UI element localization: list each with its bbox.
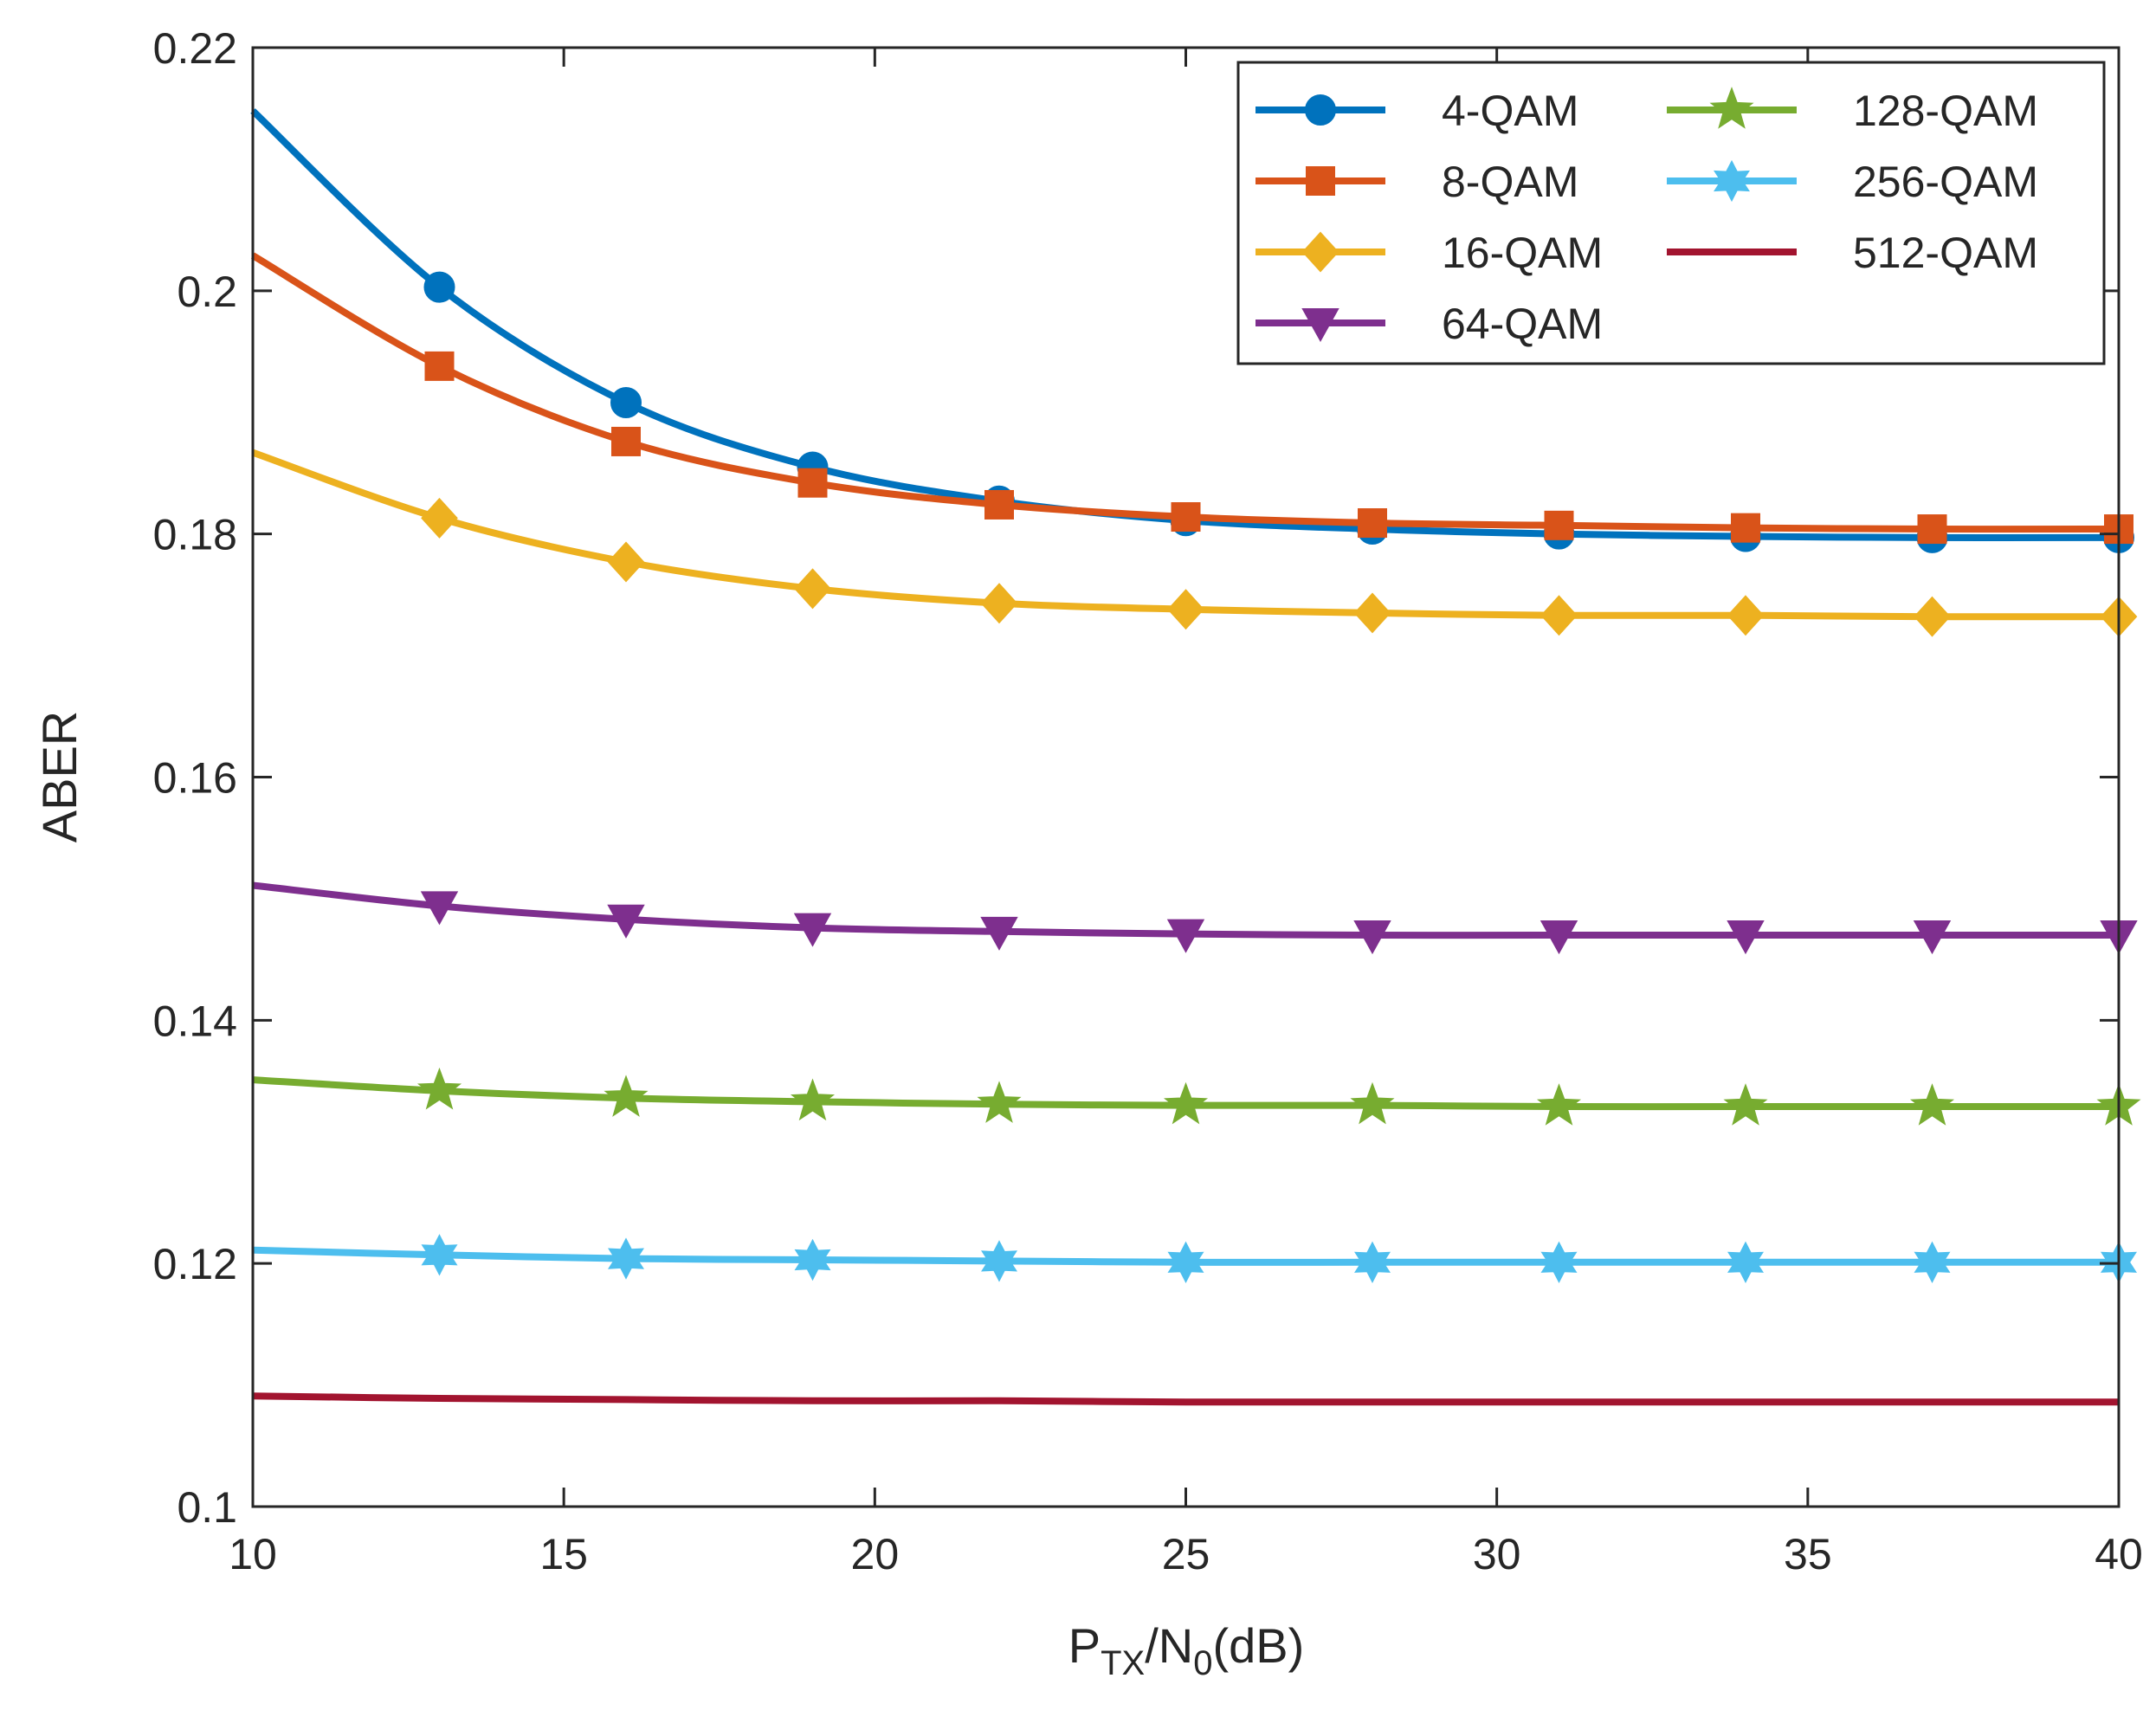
data-point-8-qam: [797, 468, 828, 498]
legend-entry-4-qam: 4-QAM: [1256, 87, 1578, 135]
data-point-128-qam: [1163, 1081, 1209, 1125]
y-tick-label: 0.14: [153, 997, 237, 1045]
x-label-p: P: [1068, 1618, 1101, 1673]
data-point-8-qam: [611, 426, 641, 456]
data-point-256-qam: [421, 1234, 458, 1276]
series-64-qam: [252, 881, 2138, 955]
y-tick-label: 0.2: [177, 268, 237, 316]
series-512-qam: [252, 1392, 2119, 1406]
data-point-64-qam: [1540, 920, 1578, 955]
legend-label-128-qam: 128-QAM: [1853, 87, 2038, 135]
y-axis-label: ABER: [32, 711, 87, 843]
data-point-8-qam: [1917, 514, 1947, 545]
y-tick-label: 0.1: [177, 1483, 237, 1532]
data-point-8-qam: [424, 351, 455, 381]
series-line-512-qam: [252, 1392, 2119, 1406]
legend-marker-64-qam: [1301, 308, 1339, 343]
data-point-256-qam: [981, 1240, 1017, 1282]
data-point-16-qam: [1914, 596, 1951, 637]
data-point-256-qam: [1540, 1241, 1578, 1283]
data-point-64-qam: [793, 913, 832, 947]
data-point-16-qam: [1353, 592, 1391, 634]
y-tick-label: 0.22: [153, 24, 237, 73]
x-label-tx-subscript: TX: [1101, 1644, 1145, 1682]
data-point-256-qam: [794, 1238, 831, 1281]
data-point-128-qam: [604, 1075, 649, 1117]
data-point-128-qam: [1350, 1081, 1395, 1125]
data-point-16-qam: [607, 541, 645, 583]
series-16-qam: [251, 449, 2138, 637]
x-label-zero-subscript: 0: [1193, 1644, 1212, 1682]
legend-label-512-qam: 512-QAM: [1853, 229, 2038, 277]
x-tick-label: 30: [1473, 1530, 1521, 1578]
legend-entry-128-qam: 128-QAM: [1667, 87, 2038, 135]
data-point-64-qam: [1353, 920, 1391, 955]
data-point-64-qam: [607, 904, 645, 939]
legend-marker-128-qam: [1709, 87, 1754, 129]
data-point-64-qam: [980, 916, 1018, 951]
legend-label-256-qam: 256-QAM: [1853, 158, 2038, 206]
data-point-64-qam: [1913, 920, 1952, 955]
data-point-256-qam: [1167, 1241, 1204, 1283]
legend: 4-QAM 8-QAM 16-QAM 64-QAM 128-QAM 256-QAM 512-…: [1236, 61, 2106, 365]
data-point-128-qam: [790, 1078, 836, 1121]
data-point-8-qam: [1731, 513, 1760, 543]
legend-marker-256-qam: [1714, 159, 1750, 203]
data-point-256-qam: [607, 1237, 645, 1280]
y-tick-label: 0.12: [153, 1240, 237, 1288]
tick-layer: 10 15 20 25 30 35 40 0.1 0.12 0.14 0.16 0.18 0.2 0.22: [153, 24, 2143, 1578]
data-point-8-qam: [1544, 510, 1574, 540]
legend-label-64-qam: 64-QAM: [1442, 300, 1603, 348]
data-point-16-qam: [1727, 595, 1765, 636]
legend-marker-16-qam: [1301, 231, 1339, 273]
x-tick-label: 15: [539, 1530, 588, 1578]
legend-entry-256-qam: 256-QAM: [1667, 158, 2038, 206]
data-point-128-qam: [1536, 1083, 1582, 1126]
legend-marker-4-qam: [1305, 94, 1336, 126]
x-tick-label: 35: [1784, 1530, 1832, 1578]
data-point-256-qam: [1354, 1241, 1391, 1283]
x-axis-label: PTX/N0(dB): [1068, 1618, 1305, 1682]
data-point-8-qam: [984, 489, 1014, 520]
data-point-16-qam: [421, 497, 458, 539]
legend-label-8-qam: 8-QAM: [1442, 158, 1578, 206]
x-tick-label: 10: [229, 1530, 277, 1578]
data-point-128-qam: [1723, 1083, 1768, 1126]
x-tick-label: 25: [1162, 1530, 1210, 1578]
legend-entry-512-qam: 512-QAM: [1667, 229, 2038, 277]
legend-entry-8-qam: 8-QAM: [1256, 158, 1578, 206]
data-point-16-qam: [1540, 595, 1578, 636]
data-point-128-qam: [977, 1081, 1022, 1123]
data-point-128-qam: [1909, 1083, 1955, 1126]
legend-entry-16-qam: 16-QAM: [1256, 229, 1603, 277]
data-point-64-qam: [420, 891, 459, 926]
x-label-over-n: /N: [1145, 1618, 1193, 1673]
data-point-16-qam: [794, 568, 831, 610]
data-point-128-qam: [416, 1067, 462, 1110]
legend-label-4-qam: 4-QAM: [1442, 87, 1578, 135]
y-tick-label: 0.18: [153, 511, 237, 559]
series-128-qam: [252, 1067, 2141, 1126]
x-label-unit: (dB): [1212, 1618, 1304, 1673]
data-point-256-qam: [1914, 1241, 1951, 1283]
data-point-16-qam: [980, 583, 1018, 624]
data-point-16-qam: [1167, 589, 1204, 630]
legend-entry-64-qam: 64-QAM: [1256, 300, 1603, 348]
legend-label-16-qam: 16-QAM: [1442, 229, 1603, 277]
series-layer: [250, 108, 2141, 1406]
data-point-64-qam: [1166, 919, 1205, 953]
data-point-64-qam: [1727, 920, 1765, 955]
data-point-4-qam: [423, 271, 455, 303]
y-tick-label: 0.16: [153, 754, 237, 803]
x-tick-label: 20: [851, 1530, 900, 1578]
legend-marker-8-qam: [1306, 166, 1335, 196]
data-point-4-qam: [610, 387, 642, 419]
data-point-8-qam: [1171, 502, 1201, 533]
series-8-qam: [250, 252, 2133, 545]
x-tick-label: 40: [2095, 1530, 2143, 1578]
data-point-256-qam: [1727, 1241, 1764, 1283]
data-point-8-qam: [1358, 508, 1387, 539]
